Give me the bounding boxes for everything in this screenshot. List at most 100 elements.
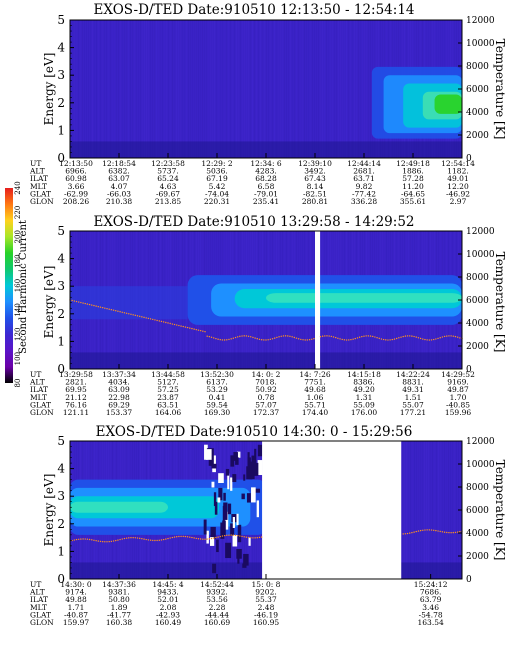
spectrogram-texture [236,20,237,158]
orbit-table-cell: 7018. [255,378,276,387]
temperature-point [437,337,439,340]
spectrogram-texture [84,20,85,158]
temperature-point [332,336,335,338]
temperature-point [104,541,106,543]
orbit-table-cell: 60.98 [65,174,87,183]
panel-2-ylabel: Energy [eV] [42,266,56,339]
temperature-point [452,335,454,337]
spectrogram-texture [340,20,341,158]
temperature-point [99,306,102,308]
spectrogram-texture [440,441,441,579]
temperature-point [189,327,191,329]
temperature-point [93,539,95,541]
temperature-point [97,305,100,308]
temperature-point [112,540,115,542]
temperature-point [265,339,267,341]
spectrogram-noise [225,468,230,476]
spectrogram-texture [200,20,201,158]
colorbar-ticks: 80 100 120 140 160 180 200 220 240 [14,181,22,387]
spectrogram-texture [144,20,145,158]
temperature-point [430,529,433,531]
temperature-point [258,536,261,539]
y-tick-label: 0 [57,362,65,376]
temperature-point [228,338,230,341]
spectrogram-texture [206,20,207,158]
orbit-table-cell: 220.31 [204,197,230,206]
orbit-table-cell: 2.97 [450,197,467,206]
y2-tick-label: 6000 [466,85,489,95]
temperature-point [169,322,171,325]
spectrogram-texture [424,441,425,579]
temperature-point [91,539,93,541]
colorbar-scale [5,188,13,383]
orbit-table-cell: 68.28 [255,174,277,183]
spectrogram-texture [170,20,171,158]
orbit-table-cell: 63.79 [420,595,442,604]
temperature-point [206,335,208,337]
spectrogram-noise [236,548,242,559]
spectrogram-noise [227,503,232,515]
orbit-table-cell: 50.80 [108,595,130,604]
temperature-point [419,529,422,532]
temperature-point [193,328,195,330]
temperature-point [282,335,285,337]
temperature-point [300,338,302,341]
temperature-point [330,335,333,338]
temperature-point [297,338,300,340]
temperature-point [393,338,396,340]
temperature-point [228,534,230,536]
spectrogram-texture [196,20,197,158]
orbit-table-cell: 57.07 [255,400,277,409]
temperature-point [101,540,104,543]
temperature-point [358,336,361,338]
y-tick-label: 1 [57,123,65,137]
temperature-point [361,335,363,338]
temperature-point [411,335,413,337]
orbit-table-cell: 49.88 [65,595,87,604]
temperature-point [176,536,178,538]
temperature-point [173,323,176,326]
temperature-point [452,531,454,534]
temperature-point [156,539,158,542]
orbit-table-cell: 1.31 [356,393,373,402]
spectrogram-texture [186,20,187,158]
orbit-table-cell: 13:37:34 [102,370,136,379]
temperature-point [387,339,389,341]
spectrogram-texture [362,20,363,158]
spectrogram-texture [128,20,129,158]
temperature-point [398,337,400,339]
panel-3-y2label: Temperature [K] [493,460,505,561]
temperature-point [117,539,119,541]
temperature-point [167,537,169,540]
spectrogram-texture [122,20,123,158]
orbit-row-label: UT [30,370,41,379]
spectrogram-texture [202,20,203,158]
spectrogram-texture [402,441,403,579]
colorbar-tick-label: 120 [14,328,22,341]
spectrogram-texture [148,20,149,158]
spectrogram-noise [217,497,221,503]
orbit-row-label: MLT [30,393,47,402]
spectrogram-texture [314,20,315,158]
temperature-point [291,336,293,338]
temperature-point [419,337,422,340]
temperature-point [160,539,163,541]
temperature-point [202,538,204,540]
orbit-row-label: GLON [30,197,54,206]
temperature-point [147,317,150,320]
spectrogram-texture [126,20,127,158]
panel-3-axes: 0 1 2 3 4 5 0 2000 4000 6000 8000 10000 12000 [57,434,495,586]
temperature-point [178,535,180,538]
temperature-point [382,338,385,341]
orbit-row-label: ILAT [30,595,48,604]
panel-2: EXOS-D/TED Date:910510 13:29:58 - 14:29:… [29,214,505,417]
y-tick-label: 5 [57,434,65,448]
spectrogram-texture [222,20,223,158]
orbit-table-cell: 59.54 [206,400,228,409]
temperature-point [138,537,141,540]
temperature-point [326,335,328,337]
spectrogram-noise [235,457,239,465]
spectrogram-texture [182,20,183,158]
orbit-table-cell: 177.21 [400,408,426,417]
